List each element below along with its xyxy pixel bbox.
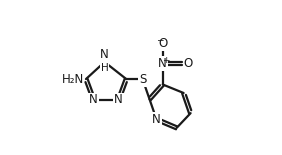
Text: S: S [139, 73, 146, 86]
Text: N: N [152, 113, 161, 126]
Text: H₂N: H₂N [61, 73, 84, 86]
Text: N: N [89, 93, 98, 106]
Text: N: N [114, 93, 123, 106]
Text: O: O [184, 57, 193, 70]
Text: N: N [100, 48, 109, 61]
Text: N: N [158, 57, 167, 70]
Text: O: O [158, 37, 167, 50]
Text: −: − [156, 35, 164, 44]
Text: +: + [162, 56, 169, 65]
Text: H: H [101, 63, 109, 73]
